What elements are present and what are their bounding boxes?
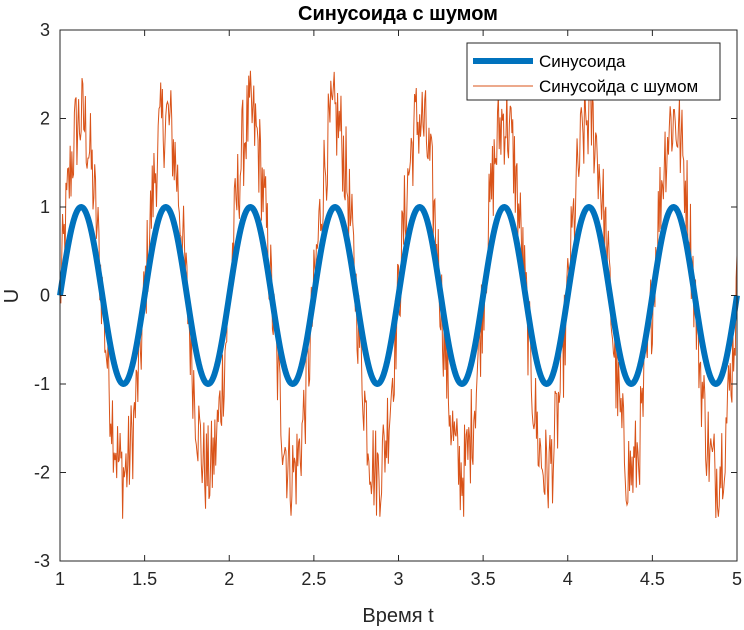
x-tick-label: 1 <box>55 569 65 589</box>
y-tick-label: -3 <box>34 551 50 571</box>
y-tick-label: 0 <box>40 286 50 306</box>
y-tick-label: 1 <box>40 197 50 217</box>
legend-label-noisy-sine: Синусойда с шумом <box>539 77 698 96</box>
x-tick-label: 2.5 <box>301 569 326 589</box>
chart-title: Синусоида с шумом <box>298 3 498 25</box>
y-tick-label: -1 <box>34 374 50 394</box>
legend: Синусоида Синусойда с шумом <box>466 42 721 101</box>
legend-box <box>466 42 721 101</box>
y-axis-title: U <box>1 289 23 303</box>
series-line-noisy-sine <box>59 70 738 519</box>
x-tick-label: 3.5 <box>471 569 496 589</box>
x-tick-label: 4 <box>563 569 573 589</box>
legend-label-sine: Синусоида <box>539 52 626 71</box>
y-tick-label: 3 <box>40 20 50 40</box>
tick-labels: 1 1.5 2 2.5 3 3.5 4 4.5 5 3 2 1 0 -1 -2 -3 <box>34 20 742 589</box>
y-tick-label: -2 <box>34 463 50 483</box>
y-tick-label: 2 <box>40 109 50 129</box>
series-line-sine <box>57 204 740 387</box>
x-axis-title: Время t <box>362 605 434 627</box>
x-tick-label: 1.5 <box>132 569 157 589</box>
x-tick-label: 4.5 <box>640 569 665 589</box>
x-tick-label: 2 <box>224 569 234 589</box>
axes <box>59 29 738 562</box>
x-tick-label: 5 <box>732 569 742 589</box>
plot-area <box>57 70 740 519</box>
x-tick-label: 3 <box>393 569 403 589</box>
